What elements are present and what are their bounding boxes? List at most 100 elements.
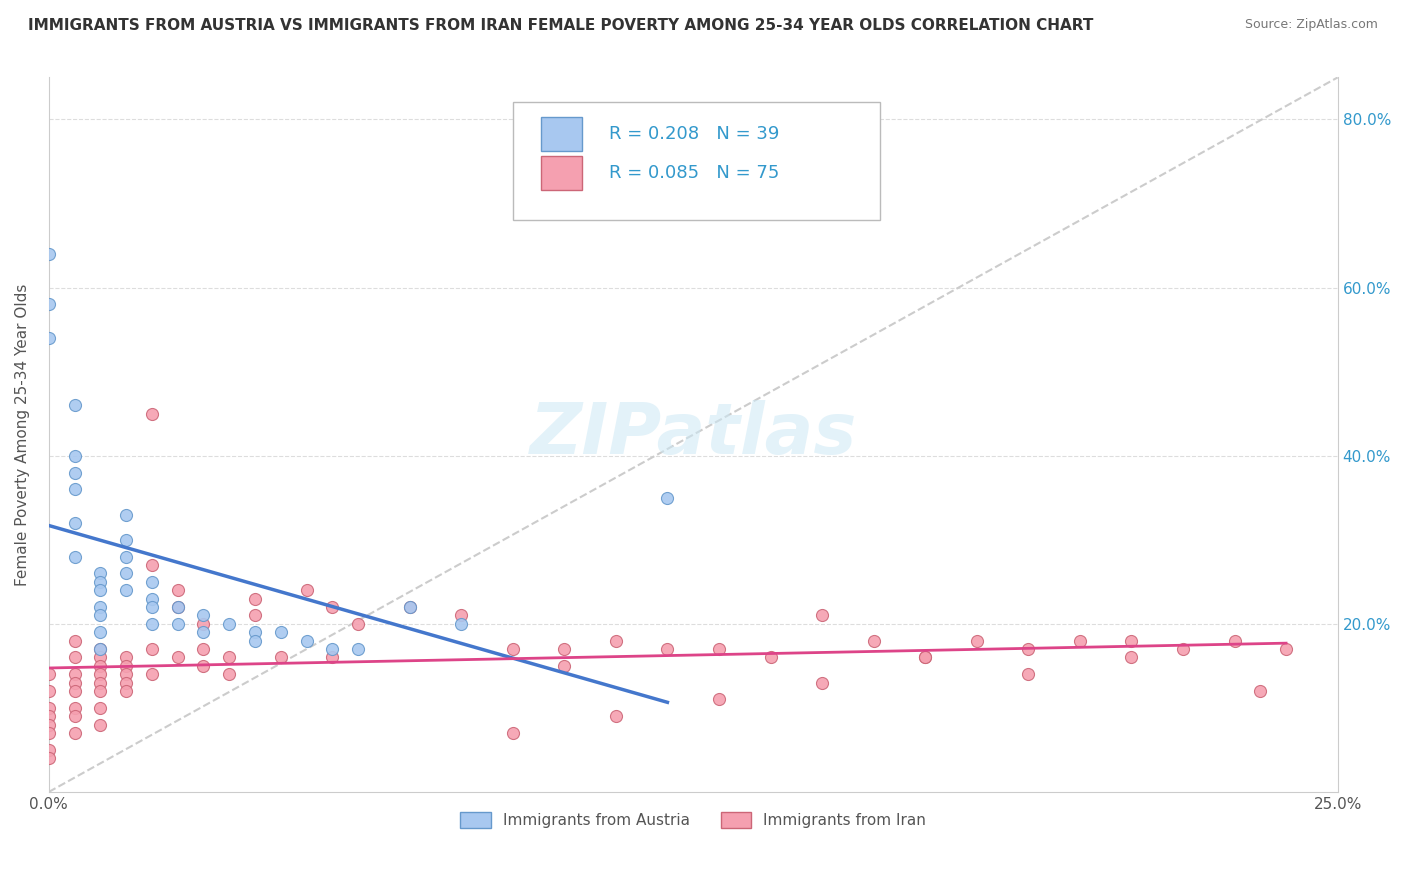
Point: [605, 709, 627, 723]
Point: [63, 650, 86, 665]
Point: [321, 650, 343, 665]
Point: [657, 491, 679, 505]
Point: [193, 658, 215, 673]
Point: [811, 675, 834, 690]
Point: [193, 608, 215, 623]
Point: [63, 701, 86, 715]
Point: [295, 633, 318, 648]
Point: [605, 633, 627, 648]
Text: IMMIGRANTS FROM AUSTRIA VS IMMIGRANTS FROM IRAN FEMALE POVERTY AMONG 25-34 YEAR : IMMIGRANTS FROM AUSTRIA VS IMMIGRANTS FR…: [28, 18, 1094, 33]
Point: [38, 701, 60, 715]
Point: [707, 642, 730, 657]
Point: [38, 726, 60, 740]
Text: Source: ZipAtlas.com: Source: ZipAtlas.com: [1244, 18, 1378, 31]
Point: [502, 726, 524, 740]
Point: [1069, 633, 1091, 648]
Point: [166, 616, 188, 631]
Point: [218, 667, 240, 681]
Point: [141, 574, 163, 589]
Point: [141, 558, 163, 572]
Point: [115, 684, 138, 698]
Point: [38, 331, 60, 345]
Point: [811, 608, 834, 623]
Point: [63, 483, 86, 497]
Point: [115, 667, 138, 681]
Point: [270, 625, 292, 640]
Point: [89, 717, 111, 731]
Point: [115, 583, 138, 598]
Point: [89, 608, 111, 623]
Point: [89, 658, 111, 673]
Point: [553, 658, 575, 673]
Point: [115, 650, 138, 665]
Point: [89, 583, 111, 598]
Point: [707, 692, 730, 706]
Point: [1121, 633, 1143, 648]
Point: [63, 709, 86, 723]
Point: [193, 616, 215, 631]
Text: R = 0.085   N = 75: R = 0.085 N = 75: [609, 164, 780, 182]
Point: [243, 608, 266, 623]
Point: [63, 633, 86, 648]
Point: [89, 667, 111, 681]
Point: [218, 616, 240, 631]
Point: [38, 751, 60, 765]
Point: [38, 684, 60, 698]
Point: [141, 407, 163, 421]
Point: [166, 600, 188, 615]
Point: [1275, 642, 1298, 657]
Point: [63, 516, 86, 530]
Point: [115, 675, 138, 690]
Point: [89, 642, 111, 657]
Point: [243, 625, 266, 640]
Point: [63, 675, 86, 690]
Point: [759, 650, 782, 665]
Point: [321, 642, 343, 657]
Point: [450, 616, 472, 631]
Text: ZIPatlas: ZIPatlas: [530, 401, 856, 469]
Point: [914, 650, 936, 665]
Point: [115, 508, 138, 522]
FancyBboxPatch shape: [513, 103, 880, 220]
Point: [89, 675, 111, 690]
Point: [657, 642, 679, 657]
Point: [347, 616, 370, 631]
Point: [115, 549, 138, 564]
Point: [63, 684, 86, 698]
Point: [89, 574, 111, 589]
Point: [38, 247, 60, 261]
Point: [63, 726, 86, 740]
Point: [38, 743, 60, 757]
Point: [243, 633, 266, 648]
Y-axis label: Female Poverty Among 25-34 Year Olds: Female Poverty Among 25-34 Year Olds: [15, 284, 30, 586]
Point: [1249, 684, 1271, 698]
Point: [89, 650, 111, 665]
Point: [243, 591, 266, 606]
Point: [89, 625, 111, 640]
Point: [450, 608, 472, 623]
Point: [89, 642, 111, 657]
Point: [38, 667, 60, 681]
Legend: Immigrants from Austria, Immigrants from Iran: Immigrants from Austria, Immigrants from…: [454, 806, 932, 834]
Point: [141, 600, 163, 615]
Point: [1171, 642, 1194, 657]
Point: [193, 642, 215, 657]
Point: [270, 650, 292, 665]
Point: [115, 658, 138, 673]
Point: [1223, 633, 1246, 648]
Point: [63, 667, 86, 681]
Point: [89, 701, 111, 715]
Point: [166, 583, 188, 598]
Point: [398, 600, 420, 615]
Point: [63, 549, 86, 564]
FancyBboxPatch shape: [541, 156, 582, 190]
Point: [347, 642, 370, 657]
Point: [141, 642, 163, 657]
Point: [295, 583, 318, 598]
Point: [1017, 667, 1039, 681]
Text: R = 0.208   N = 39: R = 0.208 N = 39: [609, 125, 780, 143]
Point: [1017, 642, 1039, 657]
Point: [141, 616, 163, 631]
Point: [398, 600, 420, 615]
Point: [966, 633, 988, 648]
